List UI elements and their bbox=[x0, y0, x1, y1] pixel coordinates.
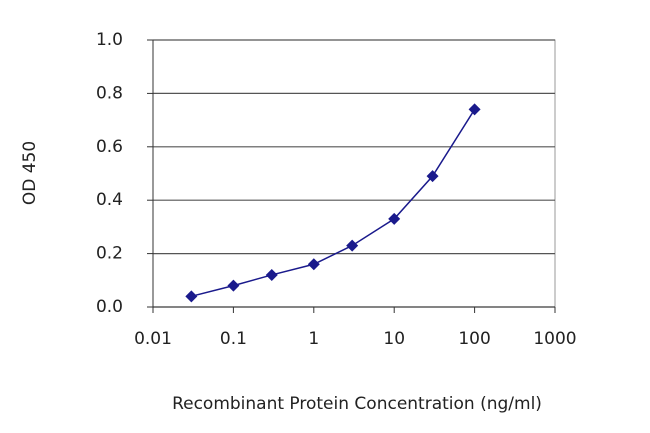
data-point bbox=[468, 103, 481, 116]
x-tick-label: 0.1 bbox=[220, 329, 247, 349]
data-point bbox=[426, 170, 439, 183]
data-line bbox=[191, 109, 476, 298]
y-tick-label: 0.8 bbox=[96, 83, 123, 103]
x-tick-label: 1000 bbox=[533, 329, 576, 349]
x-tick-label: 10 bbox=[383, 329, 405, 349]
y-tick-label: 0.2 bbox=[96, 244, 123, 264]
data-point bbox=[185, 290, 198, 303]
x-tick-label: 1 bbox=[308, 329, 319, 349]
x-tick-label: 0.01 bbox=[134, 329, 172, 349]
plot-frame bbox=[152, 39, 556, 308]
x-axis-label: Recombinant Protein Concentration (ng/ml… bbox=[172, 394, 542, 414]
data-point bbox=[307, 258, 320, 271]
x-tick-label: 100 bbox=[458, 329, 490, 349]
data-point bbox=[346, 239, 359, 252]
y-tick-label: 0.6 bbox=[96, 137, 123, 157]
data-point bbox=[388, 212, 401, 225]
y-axis-label: OD 450 bbox=[20, 141, 40, 205]
data-point bbox=[265, 268, 278, 281]
y-tick-label: 1.0 bbox=[96, 30, 123, 50]
data-point bbox=[227, 279, 240, 292]
y-tick-label: 0.4 bbox=[96, 190, 123, 210]
y-tick-label: 0.0 bbox=[96, 297, 123, 317]
